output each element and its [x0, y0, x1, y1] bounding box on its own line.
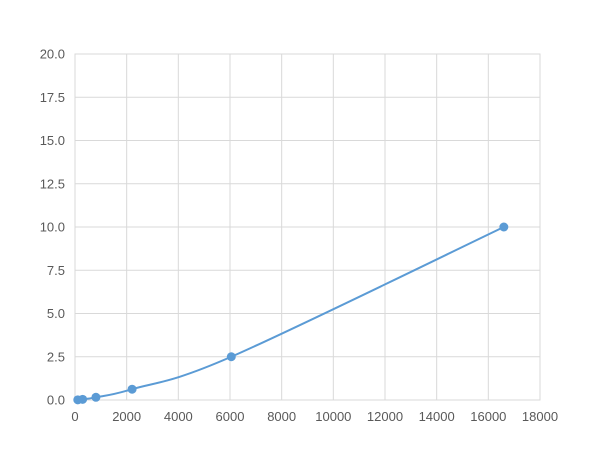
y-tick-label: 0.0 [47, 393, 65, 408]
x-tick-label: 2000 [112, 409, 141, 424]
y-tick-label: 2.5 [47, 349, 65, 364]
data-point [91, 392, 101, 402]
x-tick-label: 16000 [470, 409, 506, 424]
x-tick-label: 10000 [315, 409, 351, 424]
x-tick-label: 6000 [216, 409, 245, 424]
data-point [78, 394, 88, 404]
x-tick-label: 18000 [522, 409, 558, 424]
x-tick-label: 4000 [164, 409, 193, 424]
y-tick-label: 12.5 [40, 176, 65, 191]
y-tick-label: 7.5 [47, 263, 65, 278]
y-tick-label: 15.0 [40, 133, 65, 148]
x-tick-label: 8000 [267, 409, 296, 424]
y-tick-label: 20.0 [40, 47, 65, 62]
plot-area [74, 53, 541, 401]
y-tick-label: 10.0 [40, 220, 65, 235]
y-tick-label: 17.5 [40, 90, 65, 105]
data-point [499, 222, 509, 232]
data-point [226, 352, 236, 362]
x-tick-label: 14000 [419, 409, 455, 424]
x-tick-label: 12000 [367, 409, 403, 424]
y-tick-label: 5.0 [47, 306, 65, 321]
x-tick-label: 0 [71, 409, 78, 424]
data-point [127, 384, 137, 394]
